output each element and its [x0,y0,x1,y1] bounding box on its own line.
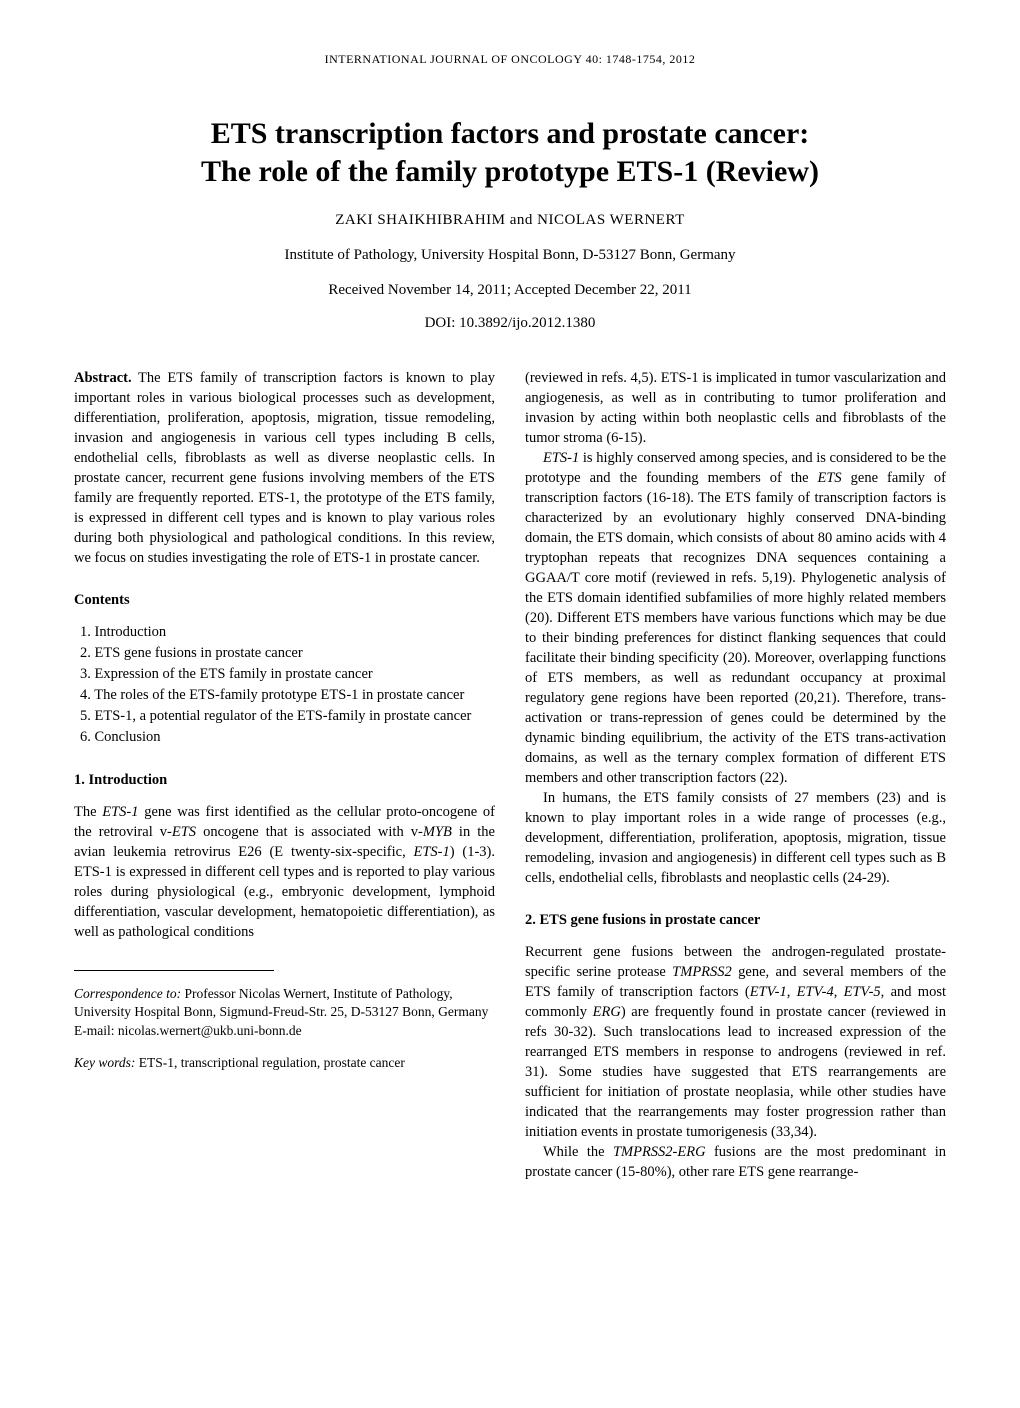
contents-item: 4. The roles of the ETS-family prototype… [80,685,495,706]
section-2-p2: While the TMPRSS2-ERG fusions are the mo… [525,1142,946,1182]
contents-list: 1. Introduction 2. ETS gene fusions in p… [80,622,495,748]
contents-item: 1. Introduction [80,622,495,643]
intro-p3: In humans, the ETS family consists of 27… [525,788,946,888]
contents-heading: Contents [74,590,495,610]
correspondence-text: Correspondence to: Professor Nicolas Wer… [74,985,495,1021]
italic-gene: TMPRSS2 [672,964,732,980]
abstract-label: Abstract. [74,370,132,386]
correspondence-label: Correspondence to: [74,986,184,1001]
italic-gene: ETV-1, ETV-4, ETV-5 [750,984,881,1000]
contents-item: 6. Conclusion [80,727,495,748]
title-line-2: The role of the family prototype ETS-1 (… [201,155,819,188]
italic-gene: MYB [423,824,452,840]
horizontal-rule [74,970,274,971]
introduction-heading: 1. Introduction [74,770,495,790]
abstract-paragraph: Abstract. The ETS family of transcriptio… [74,368,495,568]
authors: ZAKI SHAIKHIBRAHIM and NICOLAS WERNERT [74,212,946,229]
right-column: (reviewed in refs. 4,5). ETS-1 is implic… [525,368,946,1182]
italic-gene: ERG [593,1004,621,1020]
section-2-p1: Recurrent gene fusions between the andro… [525,942,946,1142]
introduction-paragraph-1: The ETS-1 gene was first identified as t… [74,802,495,942]
text-run: ) are frequently found in prostate cance… [525,1004,946,1140]
italic-gene: ETS [818,470,842,486]
abstract-text: The ETS family of transcription factors … [74,370,495,566]
affiliation: Institute of Pathology, University Hospi… [74,247,946,264]
contents-item: 2. ETS gene fusions in prostate cancer [80,643,495,664]
text-run: oncogene that is associated with v- [196,824,423,840]
section-2-heading: 2. ETS gene fusions in prostate cancer [525,910,946,930]
contents-item: 3. Expression of the ETS family in prost… [80,664,495,685]
italic-gene: TMPRSS2-ERG [613,1144,706,1160]
intro-continuation-p1: (reviewed in refs. 4,5). ETS-1 is implic… [525,368,946,448]
correspondence-email: E-mail: nicolas.wernert@ukb.uni-bonn.de [74,1022,495,1040]
keywords-line: Key words: ETS-1, transcriptional regula… [74,1054,495,1072]
italic-gene: ETS-1 [414,844,450,860]
keywords-text: ETS-1, transcriptional regulation, prost… [139,1055,405,1070]
article-title: ETS transcription factors and prostate c… [74,115,946,190]
contents-item: 5. ETS-1, a potential regulator of the E… [80,706,495,727]
italic-gene: ETS-1 [102,804,138,820]
intro-p2: ETS-1 is highly conserved among species,… [525,448,946,788]
journal-header: INTERNATIONAL JOURNAL OF ONCOLOGY 40: 17… [74,52,946,67]
italic-gene: ETS [172,824,196,840]
keywords-label: Key words: [74,1055,139,1070]
two-column-body: Abstract. The ETS family of transcriptio… [74,368,946,1182]
doi: DOI: 10.3892/ijo.2012.1380 [74,315,946,332]
received-accepted-dates: Received November 14, 2011; Accepted Dec… [74,282,946,299]
italic-gene: ETS-1 [543,450,579,466]
text-run: gene family of transcription factors (16… [525,470,946,786]
title-line-1: ETS transcription factors and prostate c… [211,117,810,150]
left-column: Abstract. The ETS family of transcriptio… [74,368,495,1182]
text-run: The [74,804,102,820]
correspondence-block: Correspondence to: Professor Nicolas Wer… [74,985,495,1072]
text-run: While the [543,1144,613,1160]
